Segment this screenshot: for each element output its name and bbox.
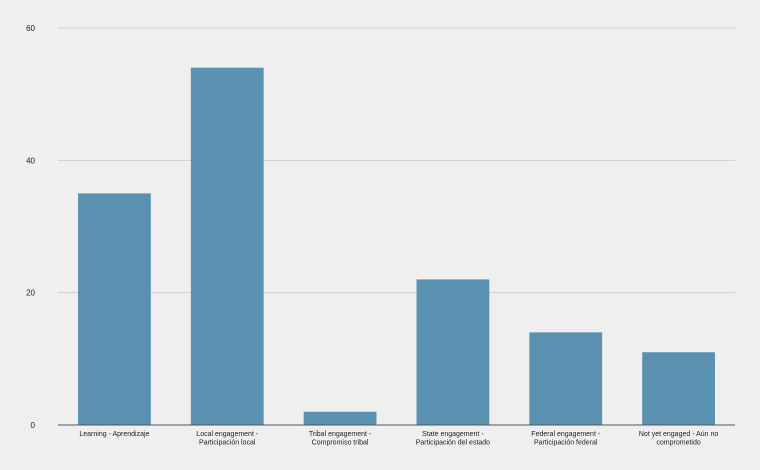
x-category-label: State engagement -Participación del esta…	[416, 431, 490, 447]
bar	[416, 279, 490, 425]
x-category-label: Not yet engaged - Aún no comprometido	[639, 431, 718, 447]
bar	[529, 332, 603, 425]
bar	[190, 67, 264, 425]
x-axis-category-labels: Learning - Aprendizaje Local engagement -…	[79, 431, 718, 447]
y-tick-label: 20	[26, 289, 35, 298]
bars	[78, 67, 715, 425]
x-category-label: Local engagement -Participación local	[196, 431, 259, 447]
x-category-label: Learning - Aprendizaje	[79, 431, 149, 438]
y-tick-label: 0	[31, 421, 36, 430]
y-tick-label: 40	[26, 156, 35, 165]
gridlines	[58, 27, 735, 294]
y-tick-label: 60	[26, 24, 35, 33]
y-axis-tick-labels: 0 20 40 60	[26, 24, 35, 430]
x-category-label: Federal engagement -Participación federa…	[531, 431, 601, 447]
x-category-label: Tribal engagement -Compromiso tribal	[309, 431, 372, 447]
bar	[642, 352, 715, 425]
bar	[303, 411, 377, 425]
bar	[78, 193, 151, 425]
